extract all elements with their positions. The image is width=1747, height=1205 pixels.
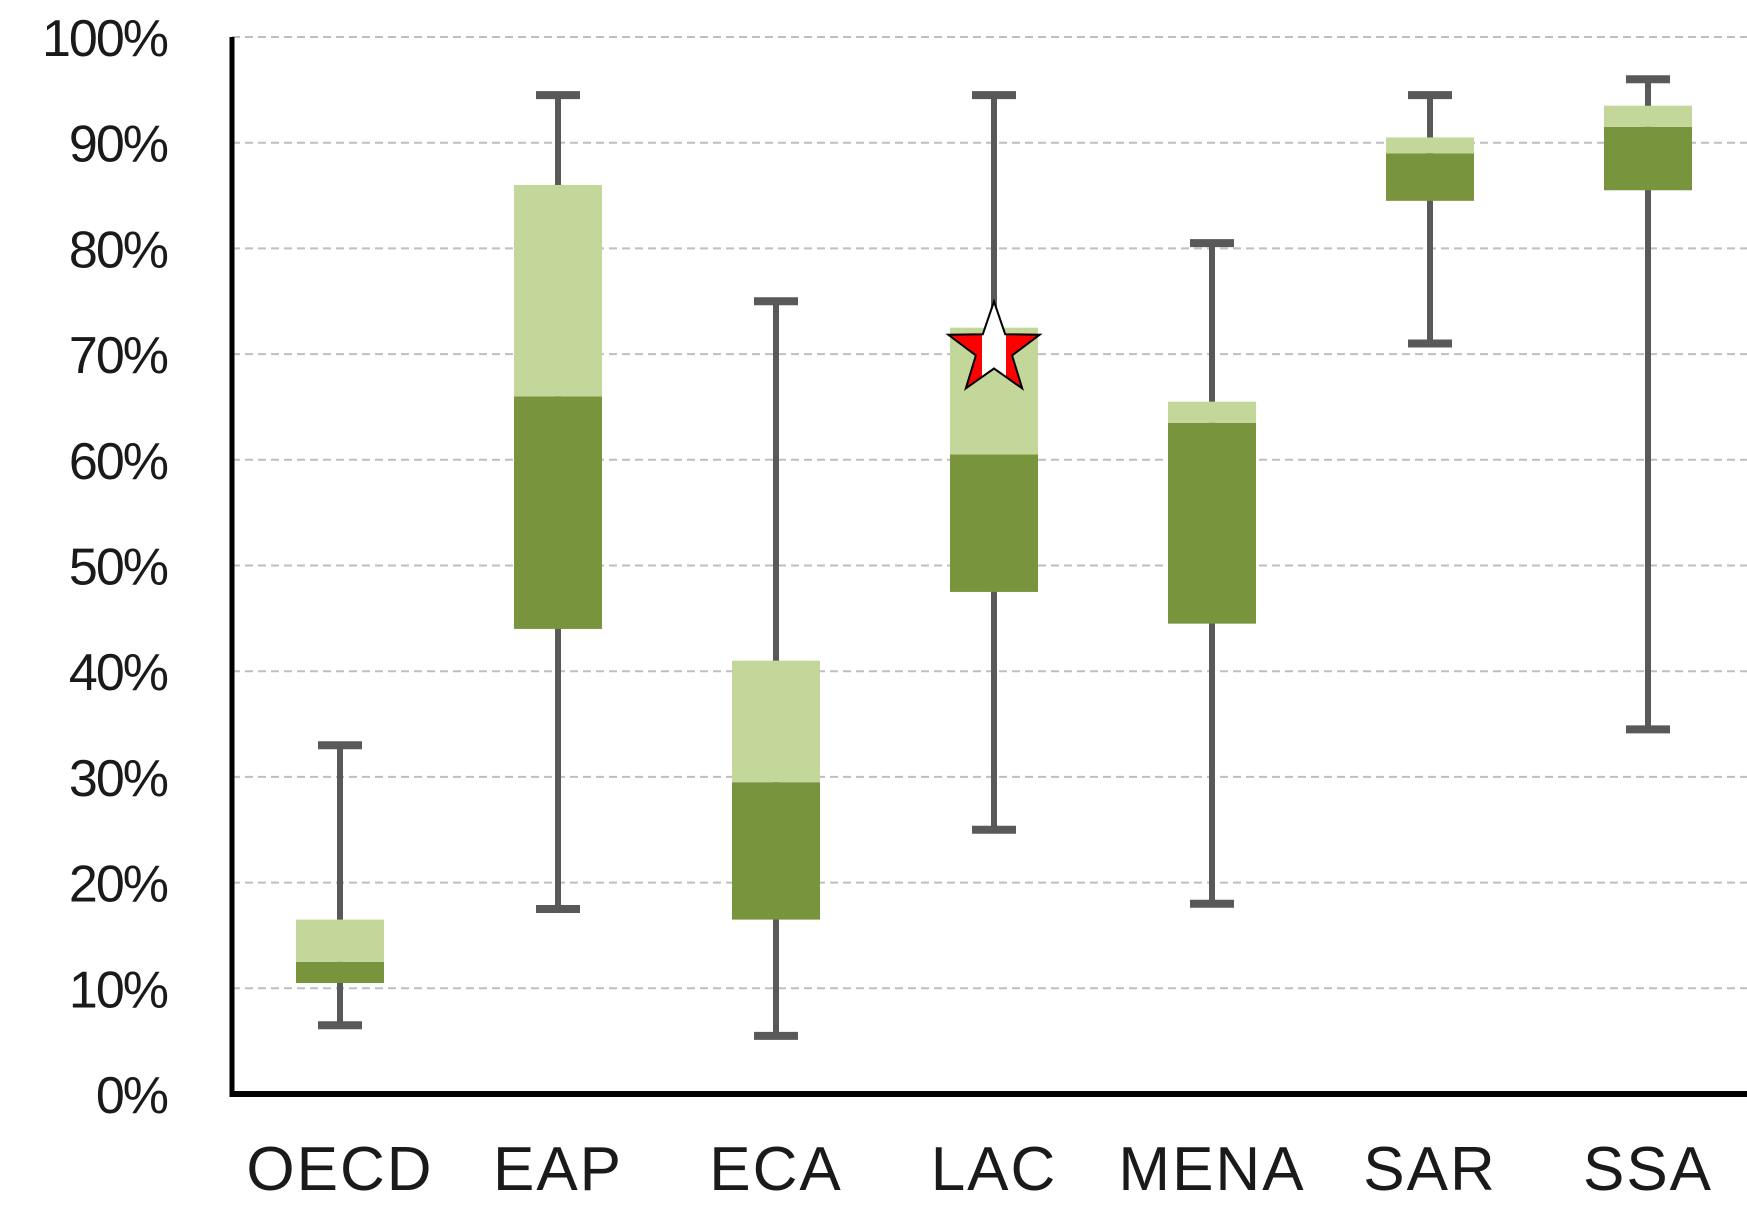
box-upper-segment	[514, 184, 602, 397]
y-tick-label: 20%	[69, 856, 168, 914]
box-lower-segment	[950, 454, 1038, 592]
y-axis-tick-labels: 0% 10% 20% 30% 40% 50% 60% 70% 80% 90% 100%	[42, 10, 170, 1125]
box-lower-segment	[732, 782, 820, 920]
x-category-label: OECD	[246, 1135, 433, 1204]
x-axis-category-labels: OECD EAP ECA LAC MENA SAR SSA	[246, 1135, 1713, 1204]
box-upper-segment	[1168, 401, 1256, 423]
box-upper-segment	[1386, 137, 1474, 154]
box-series	[296, 75, 1692, 1040]
box-upper-segment	[1604, 105, 1692, 127]
y-tick-label: 30%	[69, 750, 168, 808]
y-tick-label: 10%	[69, 961, 168, 1019]
box-upper-segment	[296, 919, 384, 962]
x-category-label: LAC	[931, 1135, 1058, 1204]
x-category-label: SAR	[1363, 1135, 1496, 1204]
box-lower-segment	[1168, 422, 1256, 624]
x-category-label: SSA	[1583, 1135, 1713, 1204]
star-outline	[945, 298, 1043, 391]
box-lower-segment	[1604, 126, 1692, 191]
y-tick-label: 50%	[69, 539, 168, 597]
y-tick-label: 70%	[69, 327, 168, 385]
box-eca	[732, 297, 820, 1040]
y-tick-label: 80%	[69, 221, 168, 279]
y-tick-label: 0%	[96, 1067, 168, 1125]
y-tick-label: 40%	[69, 644, 168, 702]
box-lac	[950, 91, 1038, 834]
box-lower-segment	[514, 396, 602, 629]
box-eap	[514, 91, 602, 914]
x-category-label: MENA	[1118, 1135, 1305, 1204]
axes	[229, 37, 1747, 1097]
box-lower-segment	[296, 961, 384, 984]
y-tick-label: 60%	[69, 433, 168, 491]
box-sar	[1386, 91, 1474, 348]
box-oecd	[296, 741, 384, 1030]
box-mena	[1168, 239, 1256, 908]
x-category-label: ECA	[709, 1135, 842, 1204]
y-tick-label: 90%	[69, 116, 168, 174]
y-tick-label: 100%	[42, 10, 168, 68]
x-category-label: EAP	[493, 1135, 623, 1204]
box-ssa	[1604, 75, 1692, 734]
box-upper-segment	[732, 660, 820, 783]
box-lower-segment	[1386, 153, 1474, 201]
